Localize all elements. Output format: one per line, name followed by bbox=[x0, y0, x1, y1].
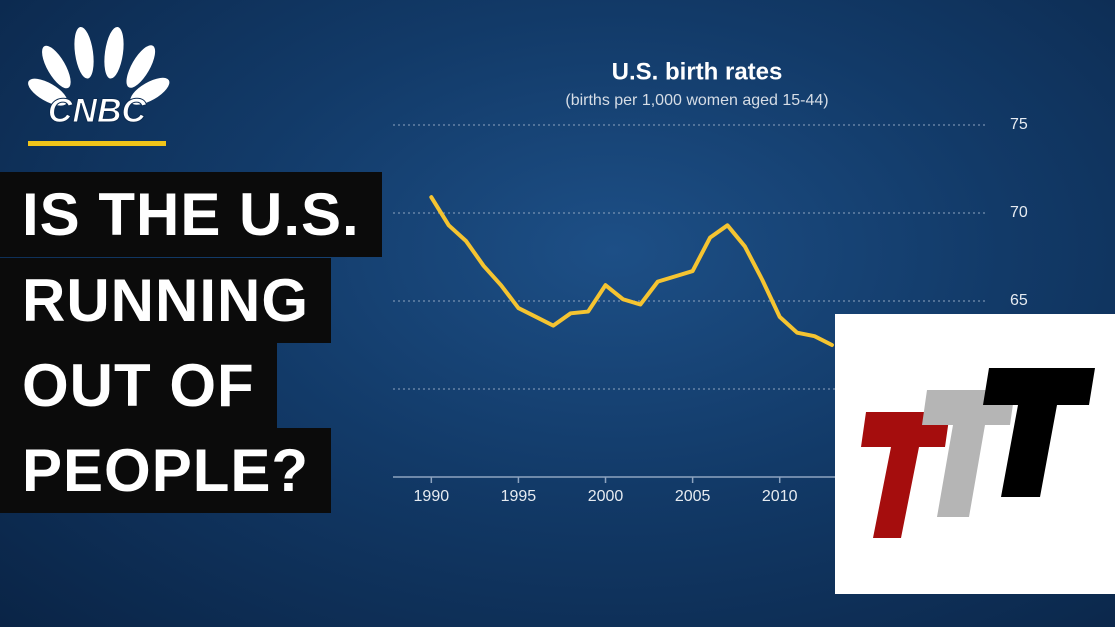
x-tick-label: 1995 bbox=[501, 488, 537, 505]
y-tick-label: 65 bbox=[1010, 292, 1028, 309]
x-tick-label: 2010 bbox=[762, 488, 798, 505]
ttt-logo bbox=[861, 368, 1095, 538]
logo-underline bbox=[28, 141, 166, 146]
logo: CNBC bbox=[48, 92, 147, 130]
headline-line: PEOPLE? bbox=[0, 428, 332, 513]
x-tick-label: 2000 bbox=[588, 488, 624, 505]
x-tick-label: 2005 bbox=[675, 488, 711, 505]
y-tick-label: 75 bbox=[1010, 116, 1028, 133]
channel-logo bbox=[835, 314, 1115, 594]
data-line bbox=[429, 195, 834, 347]
headline-line: OUT OF bbox=[0, 343, 277, 428]
x-tick-label: 1990 bbox=[414, 488, 450, 505]
headline-line: RUNNING bbox=[0, 258, 331, 343]
chart-subtitle: (births per 1,000 women aged 15-44) bbox=[565, 92, 828, 109]
cnbc-peacock bbox=[28, 26, 170, 106]
chart-title: U.S. birth rates bbox=[612, 58, 783, 85]
y-tick-label: 70 bbox=[1010, 204, 1028, 221]
headline-line: IS THE U.S. bbox=[0, 172, 382, 257]
